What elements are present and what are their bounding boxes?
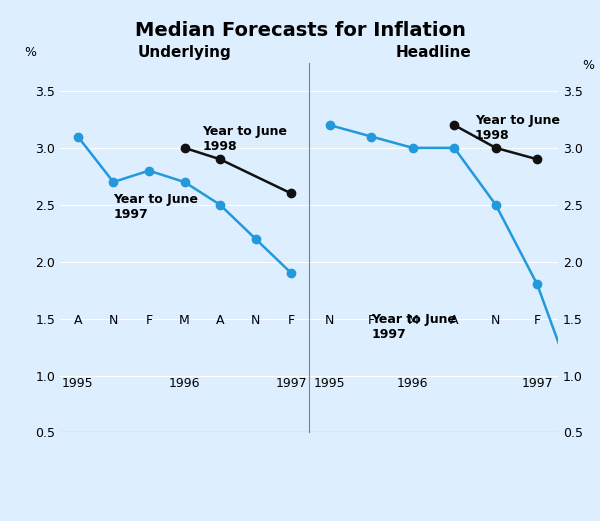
- Text: Year to June
1998: Year to June 1998: [475, 114, 560, 142]
- Text: Year to June
1998: Year to June 1998: [202, 125, 287, 153]
- Text: 1996: 1996: [397, 377, 428, 390]
- Text: 1997: 1997: [275, 377, 307, 390]
- Text: N: N: [491, 314, 500, 327]
- Y-axis label: %: %: [24, 46, 36, 59]
- Text: M: M: [179, 314, 190, 327]
- Text: F: F: [533, 314, 541, 327]
- Text: F: F: [145, 314, 152, 327]
- Text: A: A: [74, 314, 82, 327]
- Text: M: M: [407, 314, 418, 327]
- Y-axis label: %: %: [582, 59, 594, 72]
- Text: 1997: 1997: [521, 377, 553, 390]
- Text: Median Forecasts for Inflation: Median Forecasts for Inflation: [134, 21, 466, 40]
- Text: Year to June
1997: Year to June 1997: [371, 313, 456, 341]
- Title: Headline: Headline: [395, 45, 472, 60]
- Text: N: N: [109, 314, 118, 327]
- Text: 1995: 1995: [62, 377, 94, 390]
- Text: F: F: [368, 314, 375, 327]
- Text: A: A: [450, 314, 458, 327]
- Text: N: N: [251, 314, 260, 327]
- Title: Underlying: Underlying: [137, 45, 232, 60]
- Text: 1995: 1995: [314, 377, 346, 390]
- Text: N: N: [325, 314, 334, 327]
- Text: Year to June
1997: Year to June 1997: [113, 193, 199, 221]
- Text: 1996: 1996: [169, 377, 200, 390]
- Text: F: F: [287, 314, 295, 327]
- Text: A: A: [216, 314, 224, 327]
